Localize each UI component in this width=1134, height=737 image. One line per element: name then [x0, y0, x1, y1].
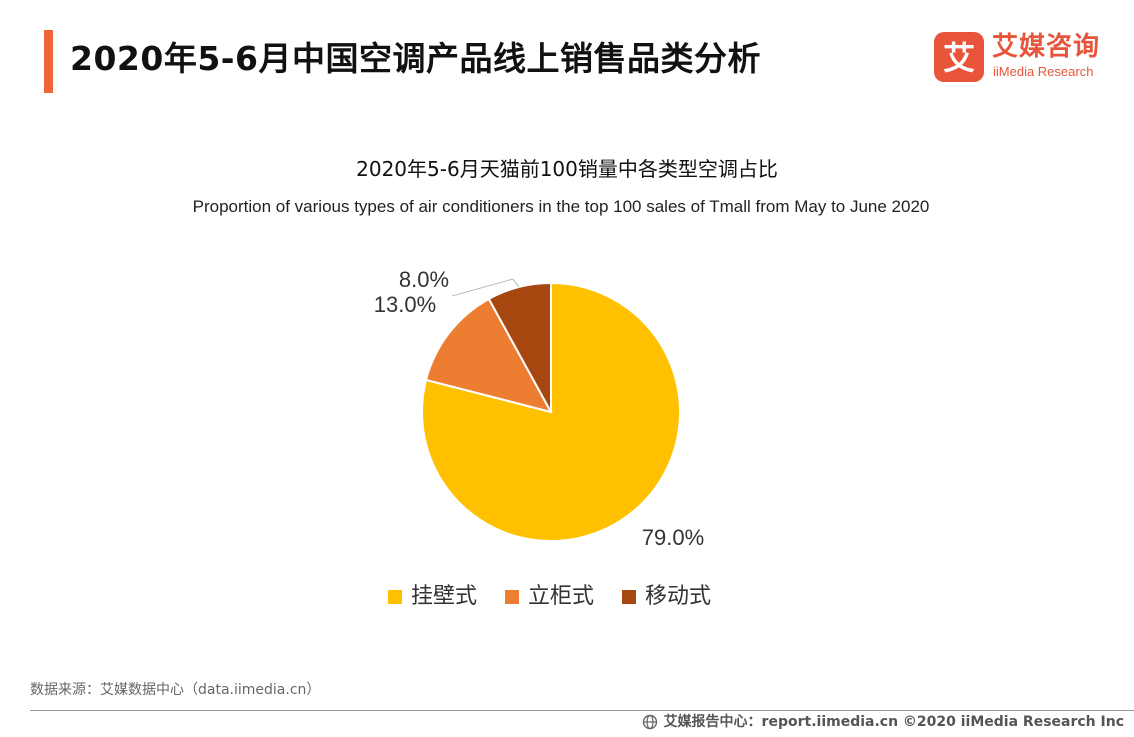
legend-item-1: 挂壁式	[388, 583, 477, 611]
chart-legend: 挂壁式 立柜式 移动式	[388, 582, 711, 612]
legend-swatch	[505, 590, 520, 604]
pie-slice-3	[487, 281, 552, 413]
legend-label: 移动式	[645, 584, 712, 609]
pie-data-label-1: 79.0%	[642, 525, 704, 550]
pie-data-label-2: 13.0%	[374, 292, 436, 317]
pie-leader-line-3	[451, 278, 520, 297]
legend-swatch	[388, 590, 402, 604]
chart-title: 2020年5-6月天猫前100销量中各类型空调占比	[356, 157, 778, 181]
footer-divider	[30, 710, 1134, 711]
legend-item-2: 立柜式	[505, 583, 594, 611]
chart-subtitle: Proportion of various types of air condi…	[192, 197, 930, 216]
legend-label: 立柜式	[528, 584, 595, 609]
legend-item-3: 移动式	[622, 583, 711, 611]
legend-label: 挂壁式	[411, 584, 478, 609]
logo-name-cn: 艾媒咨询	[992, 32, 1101, 62]
logo-mark-icon: 艾	[934, 32, 984, 82]
pie-slice-2	[424, 297, 553, 414]
legend-swatch	[622, 590, 637, 604]
footer-report-text: 艾媒报告中心：report.iimedia.cn ©2020 iiMedia R…	[663, 714, 1124, 730]
pie-data-label-3: 8.0%	[399, 267, 449, 292]
globe-icon	[642, 714, 657, 730]
svg-text:艾: 艾	[943, 39, 975, 77]
data-source-note: 数据来源：艾媒数据中心（data.iimedia.cn）	[30, 682, 321, 698]
title-accent-bar	[44, 30, 53, 93]
logo-name-en: iiMedia Research	[993, 64, 1094, 79]
footer-credit: 艾媒报告中心：report.iimedia.cn ©2020 iiMedia R…	[642, 712, 1124, 732]
brand-logo: 艾 艾媒咨询 iiMedia Research	[934, 32, 1114, 86]
page-title: 2020年5-6月中国空调产品线上销售品类分析	[70, 39, 761, 78]
